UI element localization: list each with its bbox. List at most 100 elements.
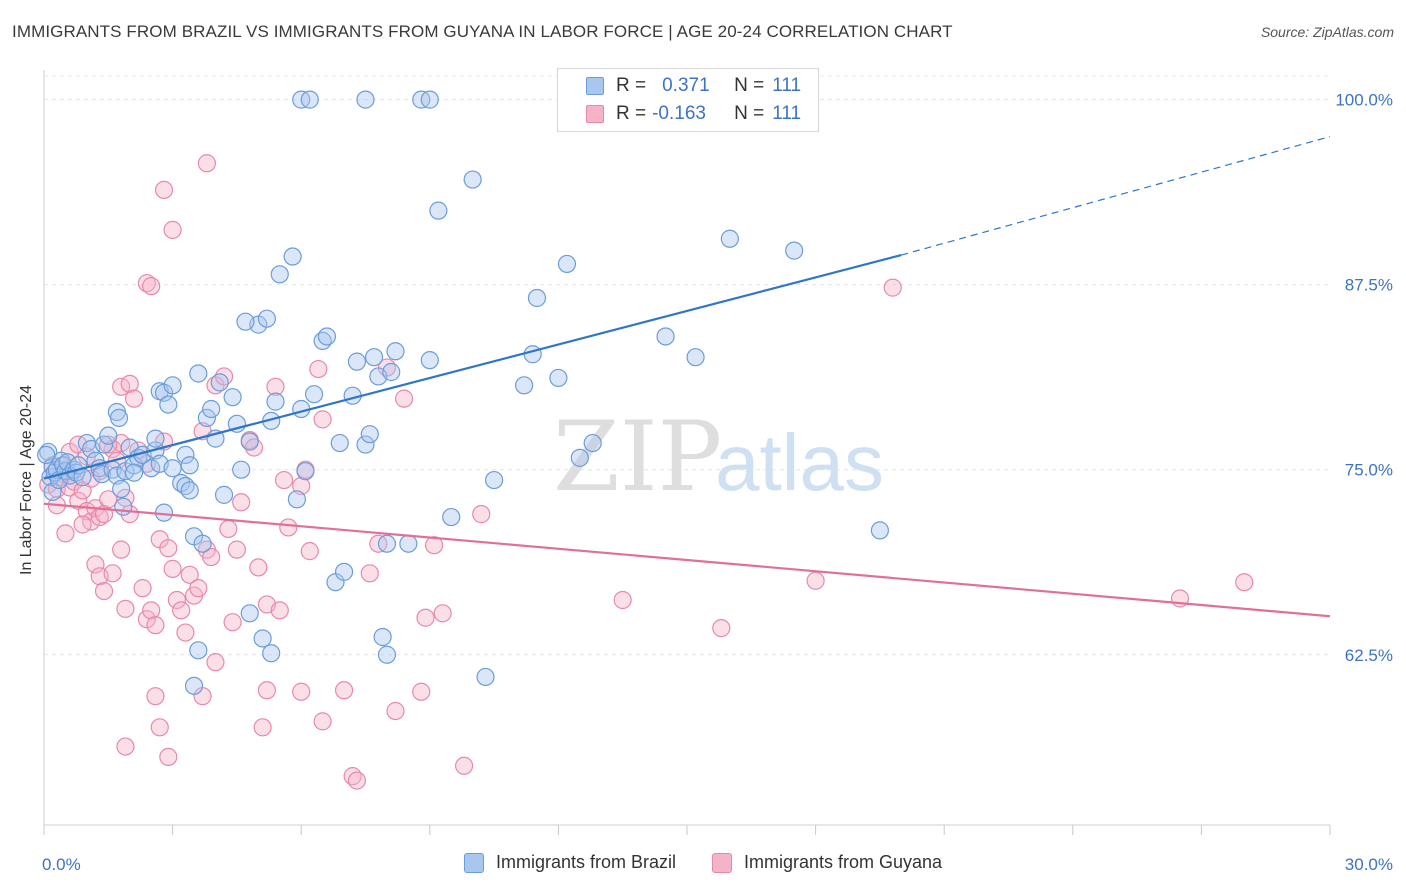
guyana-point: [172, 601, 191, 620]
brazil-points: [37, 90, 890, 695]
guyana-point: [300, 542, 319, 561]
brazil-point: [202, 399, 221, 419]
guyana-point: [124, 389, 144, 408]
guyana-point: [249, 558, 268, 577]
guyana-point: [424, 536, 444, 555]
brazil-point: [287, 490, 307, 509]
legend-r-key: R =: [616, 103, 647, 124]
brazil-legend-label: Immigrants from Brazil: [495, 852, 676, 872]
brazil-point: [386, 342, 405, 361]
brazil-point: [39, 442, 58, 462]
guyana-point: [394, 389, 414, 408]
brazil-point: [189, 364, 208, 383]
guyana-legend-swatch: [711, 852, 732, 873]
legend-item-guyana: Immigrants from Guyana: [711, 852, 943, 873]
guyana-point: [146, 687, 165, 706]
brazil-point: [304, 385, 324, 404]
brazil-point: [356, 90, 375, 109]
guyana-point: [472, 505, 491, 524]
brazil-point: [330, 433, 349, 453]
brazil-point: [317, 327, 337, 346]
brazil-point: [124, 463, 144, 482]
guyana-point: [454, 756, 474, 775]
guyana-point: [206, 653, 225, 672]
guyana-legend-label: Immigrants from Guyana: [743, 852, 943, 872]
guyana-point: [232, 493, 251, 512]
guyana-point: [176, 623, 195, 642]
brazil-point: [163, 459, 182, 478]
legend-n-key: N =: [734, 103, 765, 124]
guyana-point: [116, 737, 135, 756]
brazil-point: [37, 445, 56, 465]
brazil-point: [114, 497, 133, 516]
grid-lines: [44, 75, 1330, 656]
guyana-point: [292, 682, 311, 701]
brazil-point: [785, 241, 804, 260]
legend-r-value: -0.163: [652, 103, 706, 124]
guyana-point: [163, 220, 182, 239]
brazil-point: [583, 433, 602, 453]
brazil-point: [373, 627, 392, 647]
brazil-swatch: [586, 77, 604, 95]
brazil-point: [399, 534, 418, 553]
brazil-point: [253, 629, 272, 648]
brazil-point: [257, 309, 277, 328]
guyana-point: [142, 601, 161, 620]
brazil-point: [159, 395, 178, 414]
guyana-point: [116, 599, 135, 618]
guyana-point: [334, 681, 354, 700]
guyana-point: [150, 718, 169, 737]
guyana-point: [202, 547, 221, 567]
guyana-point: [227, 540, 246, 559]
brazil-point: [184, 676, 204, 695]
trendlines: [43, 136, 1331, 618]
guyana-point: [112, 540, 131, 559]
brazil-point: [189, 641, 208, 660]
guyana-point: [613, 590, 632, 610]
guyana-swatch: [586, 105, 604, 123]
guyana-point: [133, 579, 152, 598]
brazil-point: [210, 373, 229, 392]
guyana-point: [257, 681, 277, 700]
chart-title: IMMIGRANTS FROM BRAZIL VS IMMIGRANTS FRO…: [12, 22, 953, 41]
brazil-point: [214, 485, 234, 504]
guyana-point: [94, 581, 114, 601]
guyana-point: [1235, 573, 1254, 592]
brazil-point: [94, 435, 114, 454]
guyana-point: [806, 571, 825, 590]
x-tick-label-start: 0.0%: [42, 855, 81, 874]
brazil-point: [223, 388, 242, 407]
guyana-point: [347, 771, 367, 790]
brazil-point: [163, 376, 182, 395]
guyana-point: [279, 518, 298, 537]
guyana-point: [163, 559, 182, 578]
brazil-point: [300, 90, 319, 109]
brazil-point: [570, 448, 589, 467]
brazil-point: [197, 408, 216, 427]
brazil-point: [232, 460, 251, 479]
brazil-point: [240, 604, 259, 623]
guyana-point: [253, 718, 272, 737]
legend-n-key: N =: [734, 75, 765, 96]
legend-r-key: R =: [616, 75, 647, 96]
brazil-point: [109, 408, 129, 427]
brazil-point: [720, 229, 739, 248]
brazil-point: [523, 345, 542, 364]
guyana-trendline: [43, 502, 1331, 618]
guyana-point: [309, 359, 328, 379]
guyana-points: [39, 154, 1254, 790]
guyana-point: [167, 590, 186, 610]
brazil-point: [266, 392, 285, 411]
brazil-point: [193, 534, 212, 553]
y-tick-label: 100.0%: [1335, 91, 1393, 110]
guyana-point: [180, 565, 199, 584]
brazil-point: [262, 644, 281, 663]
guyana-point: [883, 278, 902, 297]
brazil-point: [142, 459, 161, 478]
brazil-trendline: [43, 253, 902, 480]
guyana-point: [416, 608, 435, 627]
guyana-point: [103, 564, 122, 583]
series-legend: Immigrants from Brazil Immigrants from G…: [0, 852, 1406, 873]
guyana-point: [412, 682, 431, 701]
guyana-point: [223, 613, 242, 632]
